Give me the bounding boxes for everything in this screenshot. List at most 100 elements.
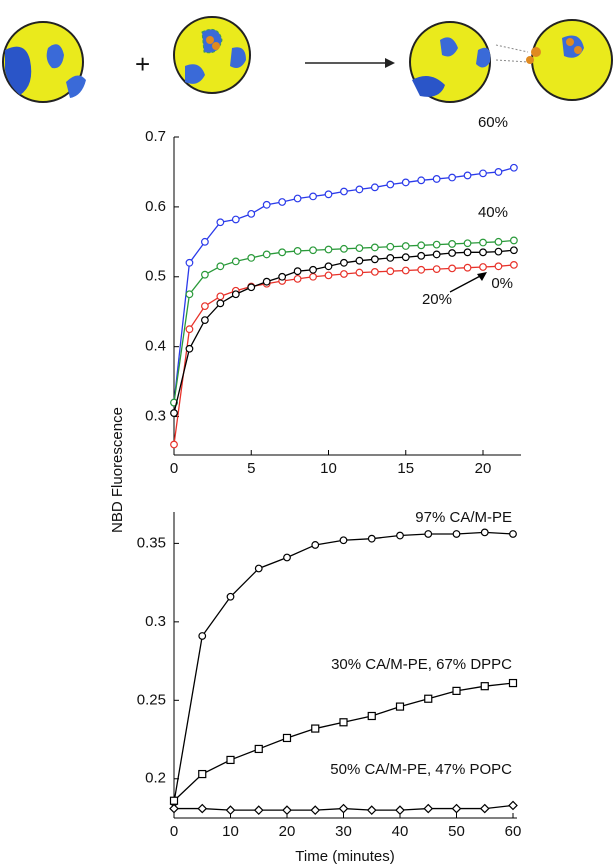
point [401, 266, 410, 275]
point [339, 718, 348, 727]
series-label: 20% [422, 291, 452, 308]
point [278, 272, 287, 281]
point [170, 440, 178, 449]
point [216, 292, 225, 301]
point [309, 192, 317, 201]
point [262, 200, 271, 209]
point [463, 171, 472, 180]
point [432, 175, 441, 183]
x-tick-label: 0 [170, 460, 178, 477]
y-tick-label: 0.35 [137, 534, 166, 551]
point [324, 262, 333, 271]
point [216, 299, 225, 308]
point [169, 803, 179, 814]
point [370, 255, 379, 264]
arrow-head [477, 272, 487, 281]
point [417, 251, 426, 260]
point [201, 302, 209, 311]
y-tick-label: 0.5 [145, 268, 166, 285]
point [311, 541, 320, 549]
point [262, 277, 271, 286]
point [282, 733, 292, 743]
point [340, 258, 348, 267]
point [282, 805, 292, 816]
point [247, 283, 256, 292]
point [432, 265, 441, 273]
point [370, 183, 379, 192]
y-axis-label: NBD Fluorescence [109, 407, 126, 533]
point [185, 290, 194, 299]
series-label: 40% [478, 204, 508, 221]
point [452, 686, 461, 695]
series-label: 50% CA/M-PE, 47% POPC [330, 761, 512, 778]
series-label: 0% [491, 275, 513, 292]
point [254, 744, 263, 754]
y-tick-label: 0.25 [137, 691, 166, 708]
point [480, 682, 489, 691]
point [370, 243, 379, 252]
point [401, 178, 410, 187]
point [170, 409, 178, 417]
point [508, 800, 518, 811]
point [510, 260, 518, 269]
y-tick-label: 0.2 [145, 770, 166, 787]
point [355, 256, 364, 265]
point [262, 250, 271, 259]
arrow [449, 273, 485, 293]
x-tick-label: 5 [247, 460, 255, 477]
point [479, 263, 487, 271]
point [355, 185, 364, 194]
point [185, 325, 194, 334]
point [216, 218, 225, 227]
point [479, 238, 487, 247]
point [463, 239, 472, 248]
point [386, 267, 395, 276]
x-axis-label: Time (minutes) [295, 848, 394, 865]
point [510, 246, 518, 255]
point [293, 194, 302, 203]
point [340, 270, 348, 278]
point [253, 805, 264, 816]
point [510, 163, 518, 172]
point [201, 237, 209, 246]
series-label: 60% [478, 114, 508, 131]
point [479, 169, 487, 178]
point [340, 244, 348, 253]
point [231, 257, 240, 266]
point [225, 805, 236, 816]
series-line [173, 264, 514, 445]
y-tick-label: 0.4 [145, 338, 166, 355]
point [494, 247, 503, 256]
point [448, 249, 457, 257]
y-tick-label: 0.7 [145, 128, 166, 145]
point [293, 267, 302, 276]
point [424, 694, 433, 703]
point [366, 805, 377, 816]
point [448, 173, 457, 182]
point [423, 803, 434, 814]
x-tick-label: 10 [320, 460, 337, 477]
point [309, 246, 317, 255]
point [508, 678, 518, 688]
x-tick-label: 20 [279, 823, 296, 840]
point [185, 258, 194, 267]
point [463, 248, 472, 257]
point [201, 270, 209, 279]
point [417, 241, 426, 250]
point [355, 268, 364, 277]
point [231, 215, 240, 224]
point [494, 262, 503, 271]
point [386, 254, 395, 262]
point [254, 564, 263, 573]
point [463, 263, 472, 272]
point [479, 248, 487, 257]
point [231, 290, 240, 299]
point [448, 264, 457, 273]
x-tick-label: 50 [448, 823, 465, 840]
point [226, 592, 235, 601]
point [283, 553, 291, 562]
point [324, 271, 333, 280]
point [401, 253, 410, 262]
point [216, 262, 225, 271]
series-label: 30% CA/M-PE, 67% DPPC [331, 656, 512, 673]
